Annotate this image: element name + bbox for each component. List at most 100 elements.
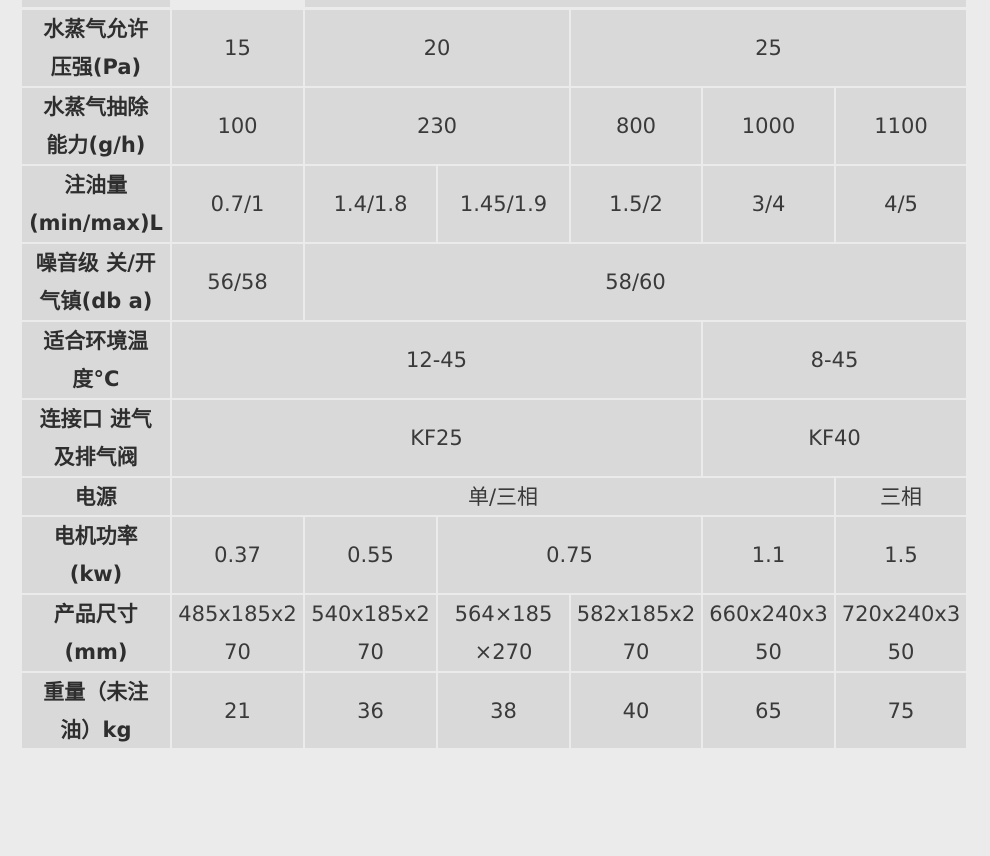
- cell-text: 压强(Pa): [50, 55, 142, 79]
- cell-text: 56/58: [207, 270, 268, 294]
- data-cell: 0.75: [438, 517, 701, 593]
- row-label: 电源: [22, 478, 170, 515]
- data-cell: 540x185x2 70: [305, 595, 436, 671]
- cell-text: 36: [357, 698, 384, 723]
- cell-text: 70: [357, 640, 384, 664]
- data-cell: 8-45: [703, 322, 966, 398]
- cut-row: [22, 0, 170, 7]
- data-cell: 0.7/1: [172, 166, 303, 242]
- cell-text: 油）kg: [60, 717, 132, 742]
- row-label: 连接口 进气 及排气阀: [22, 400, 170, 476]
- row-label: 电机功率 (kw): [22, 517, 170, 593]
- row-label: 注油量 (min/max)L: [22, 166, 170, 242]
- cell-text: 50: [755, 640, 782, 664]
- cell-text: 电机功率: [54, 524, 138, 548]
- row-label: 噪音级 关/开 气镇(db a): [22, 244, 170, 320]
- cell-text: 40: [622, 698, 650, 723]
- cell-text: 1000: [741, 114, 796, 138]
- cell-text: 50: [887, 640, 915, 664]
- data-cell: 230: [305, 88, 569, 164]
- cut-row: [305, 0, 966, 7]
- data-cell: 15: [172, 10, 303, 86]
- cell-text: 12-45: [405, 348, 468, 372]
- cell-text: 100: [217, 114, 258, 138]
- data-cell: 25: [571, 10, 966, 86]
- cell-text: 38: [490, 698, 517, 723]
- data-cell: 58/60: [305, 244, 966, 320]
- data-cell: 582x185x2 70: [571, 595, 701, 671]
- data-cell: 100: [172, 88, 303, 164]
- data-cell: KF40: [703, 400, 966, 476]
- cell-text: 660x240x3: [709, 602, 828, 626]
- cell-text: 4/5: [884, 192, 918, 216]
- data-cell: 3/4: [703, 166, 834, 242]
- cell-text: 连接口 进气: [39, 407, 153, 431]
- cell-text: 注油量: [64, 173, 128, 197]
- cell-text: 1.45/1.9: [459, 192, 548, 216]
- data-cell: 1.1: [703, 517, 834, 593]
- cell-text: KF40: [808, 426, 861, 450]
- data-cell: 1100: [836, 88, 966, 164]
- cell-text: 800: [615, 114, 657, 138]
- data-cell: 56/58: [172, 244, 303, 320]
- cell-text: 电源: [75, 484, 117, 509]
- data-cell: 800: [571, 88, 701, 164]
- data-cell: 0.55: [305, 517, 436, 593]
- data-cell: 720x240x3 50: [836, 595, 966, 671]
- data-cell: 1000: [703, 88, 834, 164]
- cell-text: 75: [887, 698, 915, 723]
- cell-text: 1.4/1.8: [333, 192, 408, 216]
- cell-text: 1100: [874, 114, 928, 138]
- row-label: 重量（未注 油）kg: [22, 673, 170, 748]
- data-cell: 660x240x3 50: [703, 595, 834, 671]
- row-label: 适合环境温度°C: [22, 322, 170, 398]
- cell-text: 720x240x3: [841, 602, 961, 626]
- data-cell: 38: [438, 673, 569, 748]
- data-cell: 75: [836, 673, 966, 748]
- cell-text: 0.7/1: [210, 192, 265, 216]
- cell-text: 582x185x2: [576, 602, 696, 626]
- cell-text: ×270: [474, 640, 533, 664]
- cell-text: 20: [423, 36, 451, 60]
- cell-text: 58/60: [605, 270, 666, 294]
- data-cell: 564×185 ×270: [438, 595, 569, 671]
- cell-text: 3/4: [751, 192, 786, 216]
- data-cell: 485x185x2 70: [172, 595, 303, 671]
- cell-text: (min/max)L: [29, 211, 163, 235]
- cell-text: 564×185: [454, 602, 553, 626]
- cell-text: 1.5/2: [609, 192, 663, 216]
- cell-text: 1.5: [884, 543, 918, 567]
- cell-text: 气镇(db a): [39, 289, 153, 313]
- cell-text: 1.1: [751, 543, 786, 567]
- cell-text: KF25: [410, 426, 463, 450]
- cell-text: 0.37: [214, 543, 261, 567]
- data-cell: 4/5: [836, 166, 966, 242]
- data-cell: 40: [571, 673, 701, 748]
- data-cell: 1.5/2: [571, 166, 701, 242]
- row-label: 水蒸气允许压强(Pa): [22, 10, 170, 86]
- data-cell: 12-45: [172, 322, 701, 398]
- cell-text: 适合环境温: [43, 329, 149, 353]
- cell-text: 水蒸气允许: [43, 17, 149, 41]
- data-cell: 1.5: [836, 517, 966, 593]
- cell-text: 及排气阀: [54, 445, 138, 469]
- cell-text: 产品尺寸: [54, 602, 138, 626]
- data-cell: 1.4/1.8: [305, 166, 436, 242]
- cell-text: 21: [224, 698, 251, 723]
- cell-text: 8-45: [810, 348, 859, 372]
- cell-text: 0.55: [347, 543, 394, 567]
- row-label: 水蒸气抽除能力(g/h): [22, 88, 170, 164]
- cell-text: 单/三相: [467, 484, 539, 509]
- cell-text: 70: [224, 640, 251, 664]
- data-cell: 36: [305, 673, 436, 748]
- cell-text: 噪音级 关/开: [36, 251, 156, 275]
- cell-text: 25: [755, 36, 782, 60]
- cell-text: 水蒸气抽除: [43, 95, 149, 119]
- cell-text: 能力(g/h): [46, 133, 146, 157]
- cell-text: 度°C: [72, 367, 120, 391]
- data-cell: 三相: [836, 478, 966, 515]
- cell-text: 70: [622, 640, 650, 664]
- data-cell: 65: [703, 673, 834, 748]
- cell-text: 485x185x2: [178, 602, 297, 626]
